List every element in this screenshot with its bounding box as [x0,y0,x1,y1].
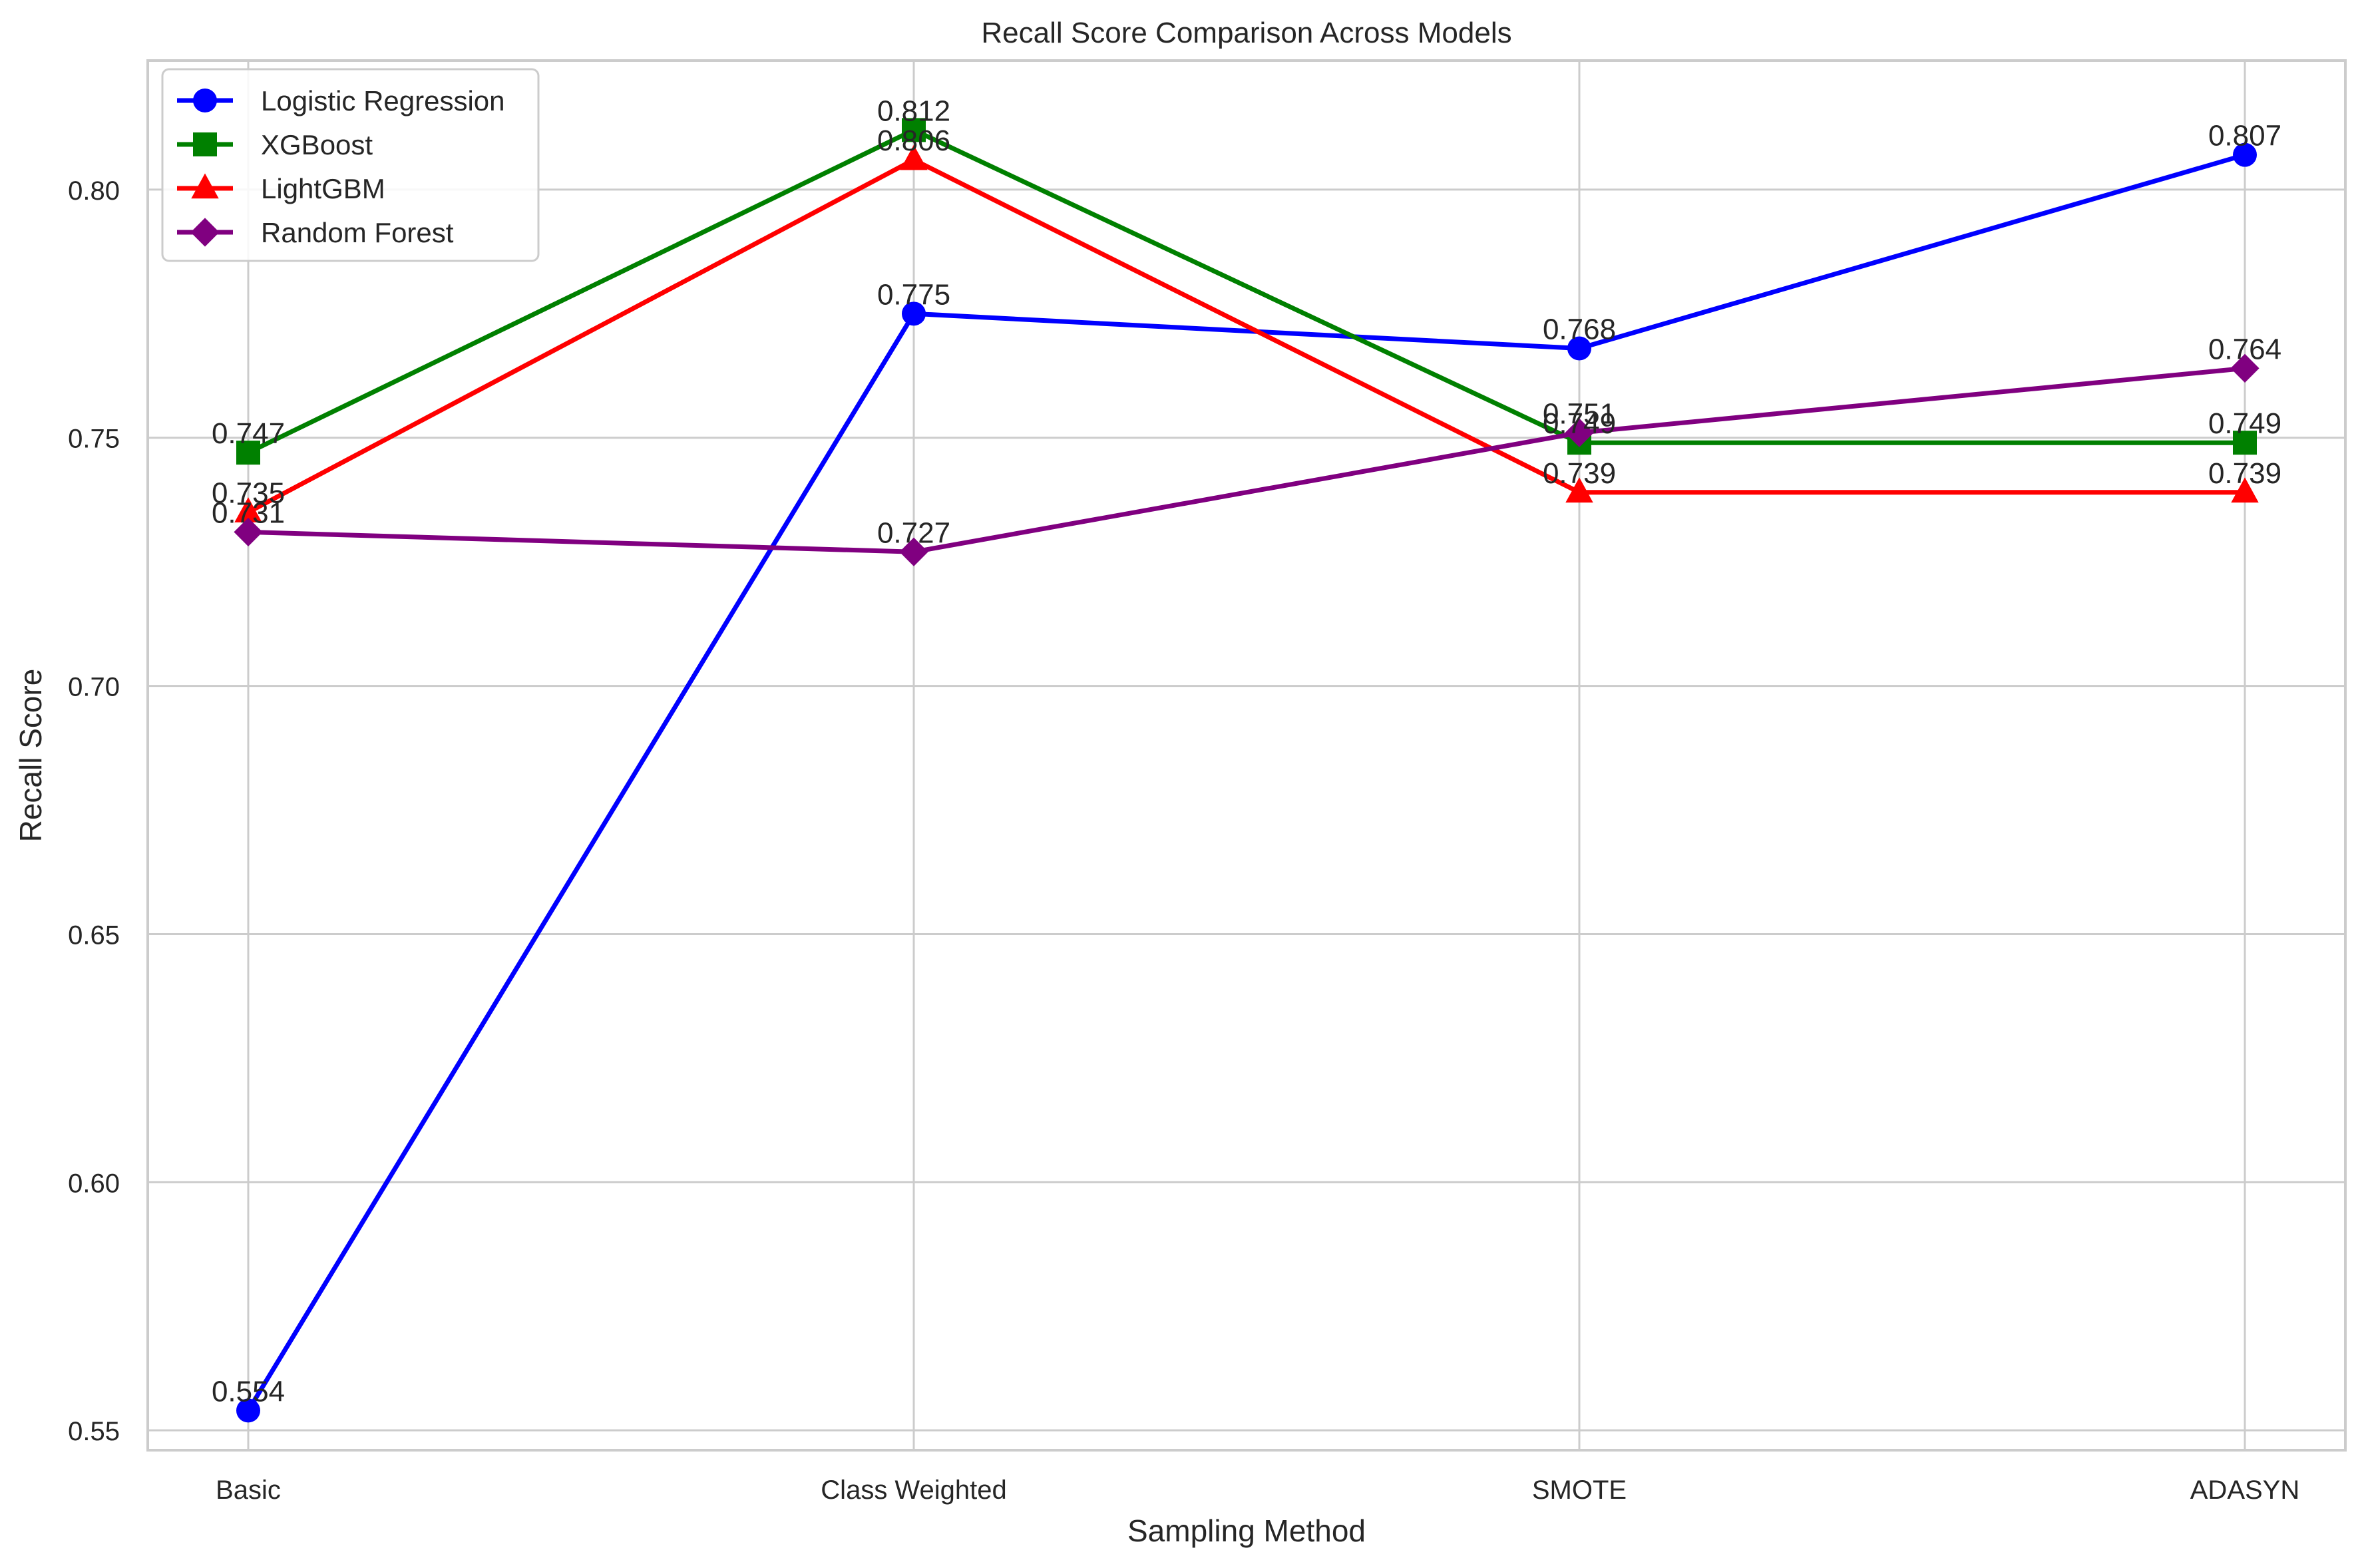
data-point-square [902,118,926,142]
data-label: 0.554 [212,1375,285,1408]
data-label: 0.731 [212,496,285,529]
series-line [246,152,2246,1412]
data-label: 0.812 [877,95,950,127]
y-tick-label: 0.70 [68,673,120,702]
data-label: 0.749 [2208,407,2281,440]
data-point-square [2233,431,2257,455]
axis-ticks: 0.55 0.60 0.65 0.70 0.75 0.80 Basic Class Weigh… [68,176,2299,1505]
y-tick-label: 0.65 [68,920,120,950]
legend-label: XGBoost [261,129,373,160]
legend: Logistic Regression XGBoost LightGBM Random… [161,68,540,262]
x-tick-label: ADASYN [2190,1475,2300,1505]
chart-title: Recall Score Comparison Across Models [981,17,1511,49]
plot-frame [146,59,2347,1452]
data-point-triangle [1565,477,1593,503]
series-line [248,365,2246,554]
data-label: 0.807 [2208,120,2281,152]
x-tick-label: Basic [216,1475,281,1505]
legend-marker [190,218,220,247]
legend-label: Random Forest [261,217,454,248]
data-point-square [236,441,260,465]
series-line [247,157,2245,514]
y-tick-label: 0.55 [68,1417,120,1446]
data-point-circle [236,1398,260,1423]
grid [148,61,2345,1450]
data-label: 0.735 [212,477,285,510]
data-label: 0.739 [2208,457,2281,490]
data-label: 0.739 [1543,457,1616,490]
data-point-diamond [899,537,928,566]
legend-box [161,68,540,262]
legend-label: Logistic Regression [261,85,505,116]
legend-item: Random Forest [177,217,454,248]
legend-label: LightGBM [261,173,385,204]
data-label: 0.764 [2208,333,2281,365]
legend-item: Logistic Regression [177,85,505,116]
data-point-circle [902,301,926,326]
legend-item: LightGBM [177,173,385,204]
legend-marker [191,173,219,199]
data-point-circle [2233,142,2257,167]
data-point-triangle [2231,477,2259,503]
data-label: 0.749 [1543,407,1616,440]
x-tick-label: SMOTE [1532,1475,1627,1505]
x-tick-label: Class Weighted [821,1475,1006,1505]
data-label: 0.806 [877,124,950,157]
series-logistic-regression [236,142,2257,1423]
x-axis-label: Sampling Method [1127,1513,1366,1548]
data-label: 0.768 [1543,313,1616,346]
legend-item: XGBoost [177,129,373,160]
data-label: 0.727 [877,516,950,549]
series-lightgbm [234,144,2259,522]
data-label: 0.775 [877,278,950,311]
series-random-forest [234,353,2260,566]
series-layer [234,118,2260,1423]
legend-marker [193,132,217,156]
y-tick-label: 0.80 [68,176,120,206]
y-tick-label: 0.60 [68,1169,120,1198]
data-point-triangle [900,144,928,170]
legend-items: Logistic Regression XGBoost LightGBM Random… [177,85,505,248]
data-labels: 0.554 0.775 0.768 0.807 0.747 0.812 0.749 0.749… [212,95,2281,1408]
data-point-circle [1567,336,1591,361]
y-axis-label: Recall Score [13,669,48,843]
y-tick-label: 0.75 [68,425,120,454]
series-line [247,127,2245,455]
data-point-diamond [234,517,263,547]
legend-marker [193,89,217,112]
data-label: 0.747 [212,417,285,450]
data-point-diamond [1565,418,1594,447]
data-point-diamond [2230,353,2260,383]
data-label: 0.751 [1543,397,1616,430]
data-point-triangle [234,497,262,522]
